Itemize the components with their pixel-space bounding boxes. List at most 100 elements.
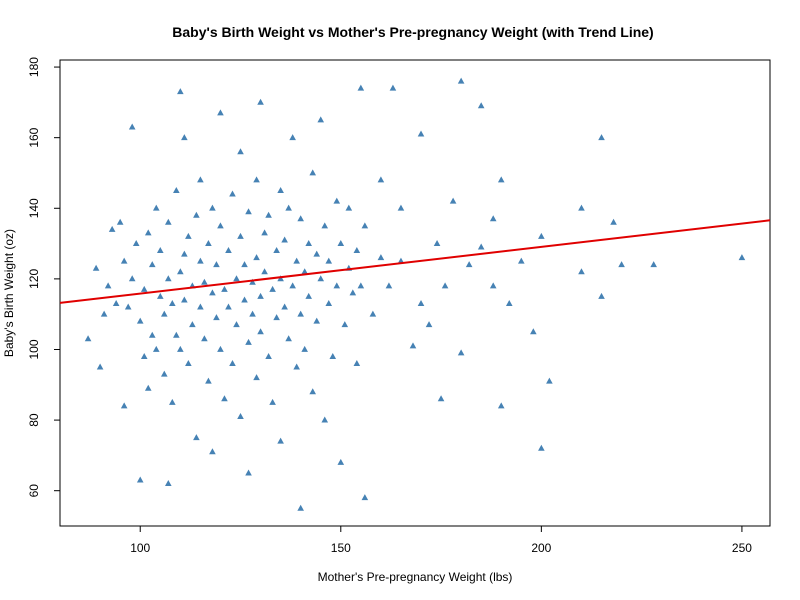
- data-point: [309, 169, 317, 176]
- data-point: [177, 345, 184, 352]
- data-point: [241, 296, 248, 303]
- data-point: [281, 236, 288, 243]
- data-point: [245, 208, 252, 215]
- data-point: [205, 377, 212, 384]
- y-axis-title: Baby's Birth Weight (oz): [2, 229, 16, 357]
- data-point: [185, 360, 192, 367]
- data-point: [185, 232, 192, 239]
- data-point: [618, 261, 625, 268]
- data-point: [140, 285, 148, 292]
- data-point: [425, 321, 433, 328]
- x-tick-label: 200: [531, 541, 551, 555]
- data-point: [277, 187, 284, 194]
- data-point: [337, 239, 345, 246]
- x-axis: 100 150 200 250: [130, 526, 752, 555]
- data-point: [148, 331, 156, 338]
- data-point: [156, 247, 164, 254]
- data-point: [160, 310, 168, 317]
- data-point: [253, 176, 260, 183]
- data-point: [209, 204, 216, 211]
- data-point: [449, 197, 457, 204]
- data-point: [116, 218, 124, 225]
- data-point: [578, 268, 585, 275]
- data-point: [201, 335, 208, 342]
- data-point: [337, 458, 345, 465]
- data-point: [257, 98, 264, 105]
- data-point: [457, 349, 465, 356]
- data-point: [148, 261, 156, 268]
- data-point: [361, 494, 369, 501]
- data-point: [173, 187, 180, 194]
- data-points: [84, 77, 746, 511]
- data-point: [217, 222, 224, 229]
- data-point: [120, 257, 128, 264]
- data-point: [225, 303, 232, 310]
- data-point: [325, 257, 333, 264]
- data-point: [160, 370, 168, 377]
- y-tick-label: 100: [27, 339, 41, 359]
- trend-line: [59, 219, 771, 304]
- data-point: [205, 239, 212, 246]
- data-point: [209, 289, 216, 296]
- data-point: [173, 331, 180, 338]
- data-point: [409, 342, 417, 349]
- data-point: [265, 211, 272, 218]
- data-point: [457, 77, 465, 84]
- data-point: [285, 335, 292, 342]
- data-point: [100, 310, 108, 317]
- data-point: [738, 254, 746, 261]
- data-point: [353, 360, 361, 367]
- data-point: [301, 268, 308, 275]
- data-point: [317, 116, 325, 123]
- data-point: [598, 134, 605, 141]
- data-point: [417, 130, 425, 137]
- data-point: [273, 314, 280, 321]
- data-point: [189, 321, 196, 328]
- y-tick-label: 80: [27, 413, 41, 427]
- data-point: [96, 363, 104, 370]
- data-point: [124, 303, 132, 310]
- data-point: [285, 204, 292, 211]
- data-point: [341, 321, 349, 328]
- data-point: [477, 102, 485, 109]
- data-point: [197, 257, 204, 264]
- y-axis: 60 80 100 120 140 160 180: [27, 57, 60, 497]
- data-point: [357, 282, 365, 289]
- data-point: [237, 148, 244, 155]
- data-point: [169, 398, 176, 405]
- data-point: [417, 299, 425, 306]
- data-point: [497, 176, 505, 183]
- data-point: [385, 282, 393, 289]
- data-point: [245, 469, 252, 476]
- data-point: [144, 384, 152, 391]
- data-point: [156, 292, 164, 299]
- data-point: [389, 84, 397, 91]
- data-point: [104, 282, 112, 289]
- x-axis-title: Mother's Pre-pregnancy Weight (lbs): [318, 570, 513, 584]
- data-point: [201, 278, 208, 285]
- data-point: [193, 211, 200, 218]
- data-point: [241, 261, 248, 268]
- data-point: [397, 204, 405, 211]
- data-point: [293, 257, 300, 264]
- data-point: [269, 398, 276, 405]
- data-point: [329, 352, 337, 359]
- data-point: [610, 218, 617, 225]
- data-point: [517, 257, 525, 264]
- data-point: [84, 335, 92, 342]
- data-point: [578, 204, 585, 211]
- data-point: [92, 264, 100, 271]
- data-point: [229, 360, 236, 367]
- data-point: [265, 352, 272, 359]
- data-point: [357, 84, 365, 91]
- data-point: [144, 229, 152, 236]
- data-point: [136, 476, 144, 483]
- data-point: [249, 310, 256, 317]
- data-point: [297, 504, 304, 511]
- data-point: [177, 268, 184, 275]
- data-point: [301, 345, 308, 352]
- data-point: [165, 218, 172, 225]
- data-point: [538, 444, 545, 451]
- data-point: [152, 204, 160, 211]
